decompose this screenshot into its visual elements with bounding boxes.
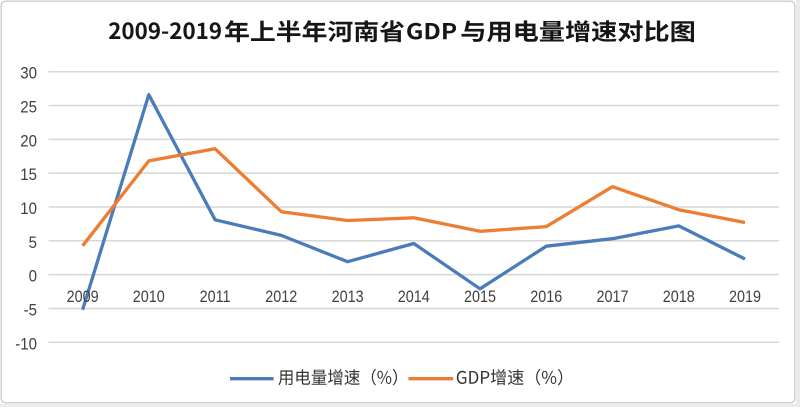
svg-text:2012: 2012 xyxy=(265,288,297,306)
svg-text:-5: -5 xyxy=(24,301,37,320)
svg-text:-10: -10 xyxy=(15,334,37,353)
svg-text:2009: 2009 xyxy=(67,288,99,306)
svg-text:5: 5 xyxy=(29,233,37,252)
svg-text:15: 15 xyxy=(20,165,37,184)
svg-text:2018: 2018 xyxy=(663,288,695,306)
svg-text:0: 0 xyxy=(29,267,37,286)
svg-text:10: 10 xyxy=(20,199,37,218)
svg-text:2014: 2014 xyxy=(398,288,430,306)
svg-text:30: 30 xyxy=(20,64,37,83)
svg-text:2016: 2016 xyxy=(530,288,562,306)
svg-text:20: 20 xyxy=(20,131,37,150)
svg-text:25: 25 xyxy=(20,98,37,117)
svg-text:2010: 2010 xyxy=(133,288,165,306)
svg-text:2017: 2017 xyxy=(596,288,628,306)
svg-text:2011: 2011 xyxy=(200,288,231,306)
svg-text:2015: 2015 xyxy=(464,288,496,306)
svg-text:2019: 2019 xyxy=(729,288,761,306)
svg-text:2013: 2013 xyxy=(332,288,364,306)
